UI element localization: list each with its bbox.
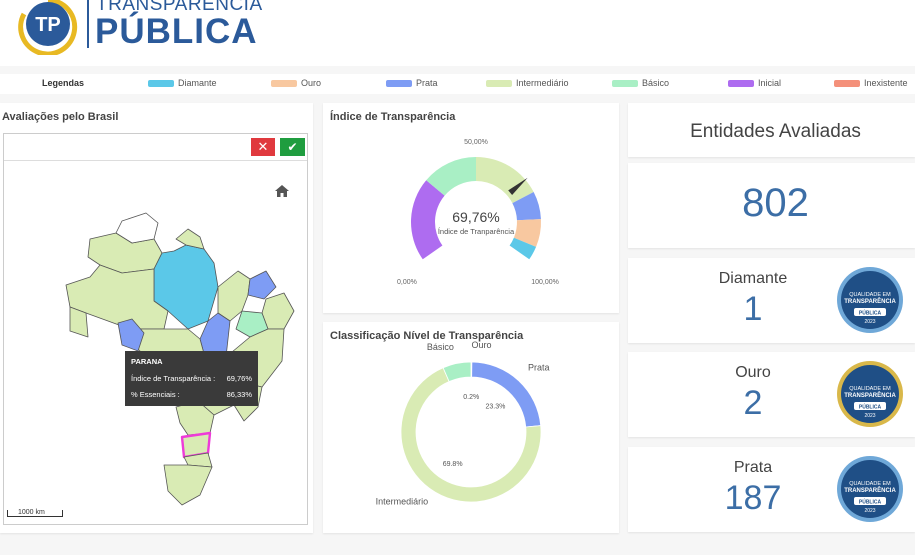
- scale-label: 1000 km: [18, 509, 45, 516]
- gauge-needle: [508, 177, 528, 195]
- logo: TP: [18, 0, 78, 55]
- entity-count: 2: [743, 384, 763, 422]
- title: PÚBLICA: [95, 12, 258, 51]
- badge-text: PÚBLICA: [859, 404, 882, 411]
- entity-count: 187: [724, 479, 782, 517]
- legend-swatch: [728, 80, 754, 87]
- divider: [87, 0, 89, 48]
- badge-year: 2023: [864, 413, 875, 419]
- entity-name: Prata: [733, 459, 773, 476]
- panel-title: Avaliações pelo Brasil: [2, 111, 119, 123]
- donut-panel: Classificação Nível de Transparência Our…: [323, 322, 619, 533]
- donut-slice: [442, 361, 472, 383]
- entity-name: Diamante: [718, 270, 788, 287]
- home-button[interactable]: [274, 184, 290, 198]
- legend: Legendas Diamante Ouro Prata Intermediário B…: [0, 74, 915, 94]
- gauge-subtitle: Índice de Tranparência: [438, 227, 515, 236]
- donut-chart: Ouro 0.2% Prata 23.3% Intermediário 69.8% Bási…: [376, 340, 550, 506]
- legend-label: Básico: [642, 78, 670, 88]
- donut-value-label: 23.3%: [486, 404, 506, 411]
- badge-year: 2023: [864, 319, 875, 325]
- map-toolbar: [4, 134, 307, 161]
- total-count: 802: [742, 181, 809, 225]
- legend-label: Ouro: [301, 78, 322, 88]
- total-card: 802: [628, 163, 915, 248]
- gauge-chart: 0,00% 50,00% 100,00% 69,76% Índice de Tranpa…: [397, 139, 559, 286]
- badge-plate: [854, 308, 886, 316]
- entity-count: 1: [743, 290, 763, 328]
- gauge-band: [476, 157, 534, 204]
- badge-text: PÚBLICA: [859, 310, 882, 317]
- cancel-button[interactable]: ✕: [251, 138, 275, 156]
- entity-card: Diamante 1 QUALIDADE EM TRANSPARÊNCIA PÚBLIC…: [628, 258, 915, 343]
- gauge-band: [513, 219, 541, 247]
- badge-plate: [854, 497, 886, 505]
- tooltip: PARANA Índice de Transparência : 69,76% …: [125, 351, 258, 406]
- logo-text: TP: [35, 14, 61, 36]
- tooltip-label: % Essenciais :: [131, 390, 180, 399]
- confirm-button[interactable]: ✔: [280, 138, 305, 156]
- gauge-band: [411, 180, 445, 260]
- scale-bar: [7, 510, 63, 517]
- donut-category-label: Intermediário: [376, 496, 429, 506]
- legend-label: Inexistente: [864, 78, 908, 88]
- donut-category-label: Ouro: [472, 340, 492, 350]
- panel-title: Índice de Transparência: [330, 111, 456, 123]
- donut-slice: [400, 367, 542, 503]
- legend-label: Inicial: [758, 78, 782, 88]
- tooltip-label: Índice de Transparência :: [131, 374, 216, 383]
- tooltip-title: PARANA: [131, 357, 163, 366]
- badge-text: QUALIDADE EM: [849, 386, 891, 392]
- donut-value-label: 0.2%: [463, 394, 479, 401]
- map-frame: ✕ ✔: [3, 133, 308, 525]
- header: TP TRANSPARÊNCIA PÚBLICA: [0, 0, 915, 66]
- legend-title: Legendas: [42, 78, 85, 88]
- gauge-band: [509, 237, 537, 260]
- gauge-panel: Índice de Transparência 0,00% 50,00% 100,0…: [323, 103, 619, 313]
- legend-label: Prata: [416, 78, 438, 88]
- legend-swatch: [834, 80, 860, 87]
- legend-swatch: [612, 80, 638, 87]
- donut-category-label: Prata: [528, 362, 550, 372]
- legend-label: Intermediário: [516, 78, 569, 88]
- badge-text: TRANSPARÊNCIA: [844, 486, 896, 494]
- entity-card: Ouro 2 QUALIDADE EM TRANSPARÊNCIA PÚBLICA 202…: [628, 352, 915, 437]
- legend-label: Diamante: [178, 78, 217, 88]
- legend-swatch: [271, 80, 297, 87]
- badge-text: TRANSPARÊNCIA: [844, 391, 896, 399]
- donut-value-label: 69.8%: [443, 461, 463, 468]
- badge-text: QUALIDADE EM: [849, 481, 891, 487]
- badge-plate: [854, 402, 886, 410]
- tooltip-value: 86,33%: [226, 390, 252, 399]
- gauge-band: [426, 157, 476, 196]
- badge-text: QUALIDADE EM: [849, 292, 891, 298]
- gauge-tick-label: 0,00%: [397, 279, 417, 286]
- gauge-band: [512, 191, 541, 221]
- tooltip-value: 69,76%: [226, 374, 252, 383]
- gauge-value: 69,76%: [452, 209, 499, 225]
- title-top: TRANSPARÊNCIA: [96, 0, 263, 15]
- map: [65, 212, 295, 506]
- entities-header: Entidades Avaliadas: [628, 103, 915, 157]
- map-panel: Avaliações pelo Brasil ✕ ✔: [0, 103, 313, 533]
- panel-title: Classificação Nível de Transparência: [330, 330, 524, 342]
- badge-text: TRANSPARÊNCIA: [844, 297, 896, 305]
- gauge-tick-label: 50,00%: [464, 139, 488, 146]
- legend-swatch: [148, 80, 174, 87]
- badge-text: PÚBLICA: [859, 499, 882, 506]
- entity-card: Prata 187 QUALIDADE EM TRANSPARÊNCIA PÚBLICA…: [628, 447, 915, 532]
- gauge-tick-label: 100,00%: [531, 279, 559, 286]
- legend-swatch: [386, 80, 412, 87]
- legend-swatch: [486, 80, 512, 87]
- entities-title: Entidades Avaliadas: [690, 121, 861, 142]
- entity-name: Ouro: [735, 364, 771, 381]
- donut-category-label: Básico: [427, 342, 454, 352]
- badge-year: 2023: [864, 508, 875, 514]
